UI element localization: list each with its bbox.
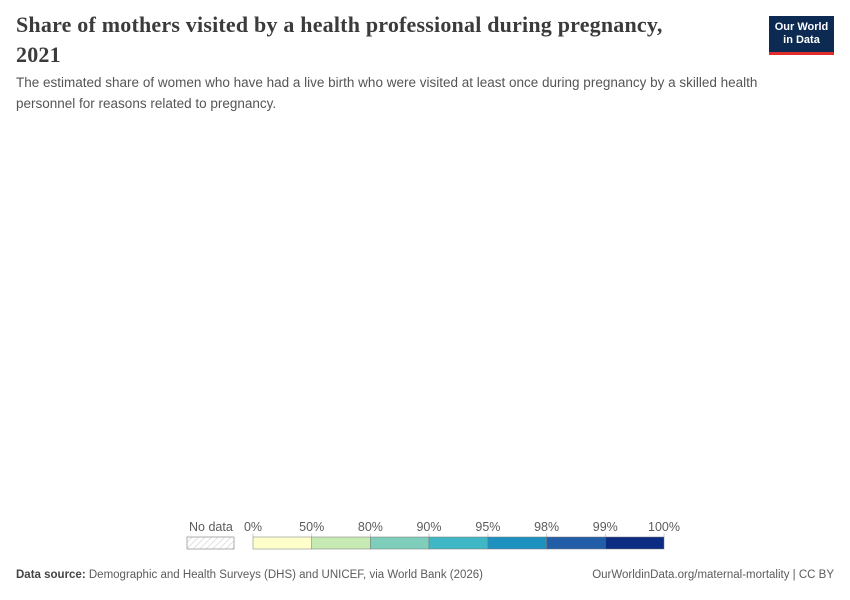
- svg-text:95%: 95%: [475, 520, 500, 534]
- svg-text:99%: 99%: [593, 520, 618, 534]
- svg-text:No data: No data: [189, 520, 233, 534]
- svg-text:100%: 100%: [648, 520, 680, 534]
- svg-text:50%: 50%: [299, 520, 324, 534]
- svg-text:0%: 0%: [244, 520, 262, 534]
- svg-text:90%: 90%: [416, 520, 441, 534]
- svg-text:98%: 98%: [534, 520, 559, 534]
- svg-text:80%: 80%: [358, 520, 383, 534]
